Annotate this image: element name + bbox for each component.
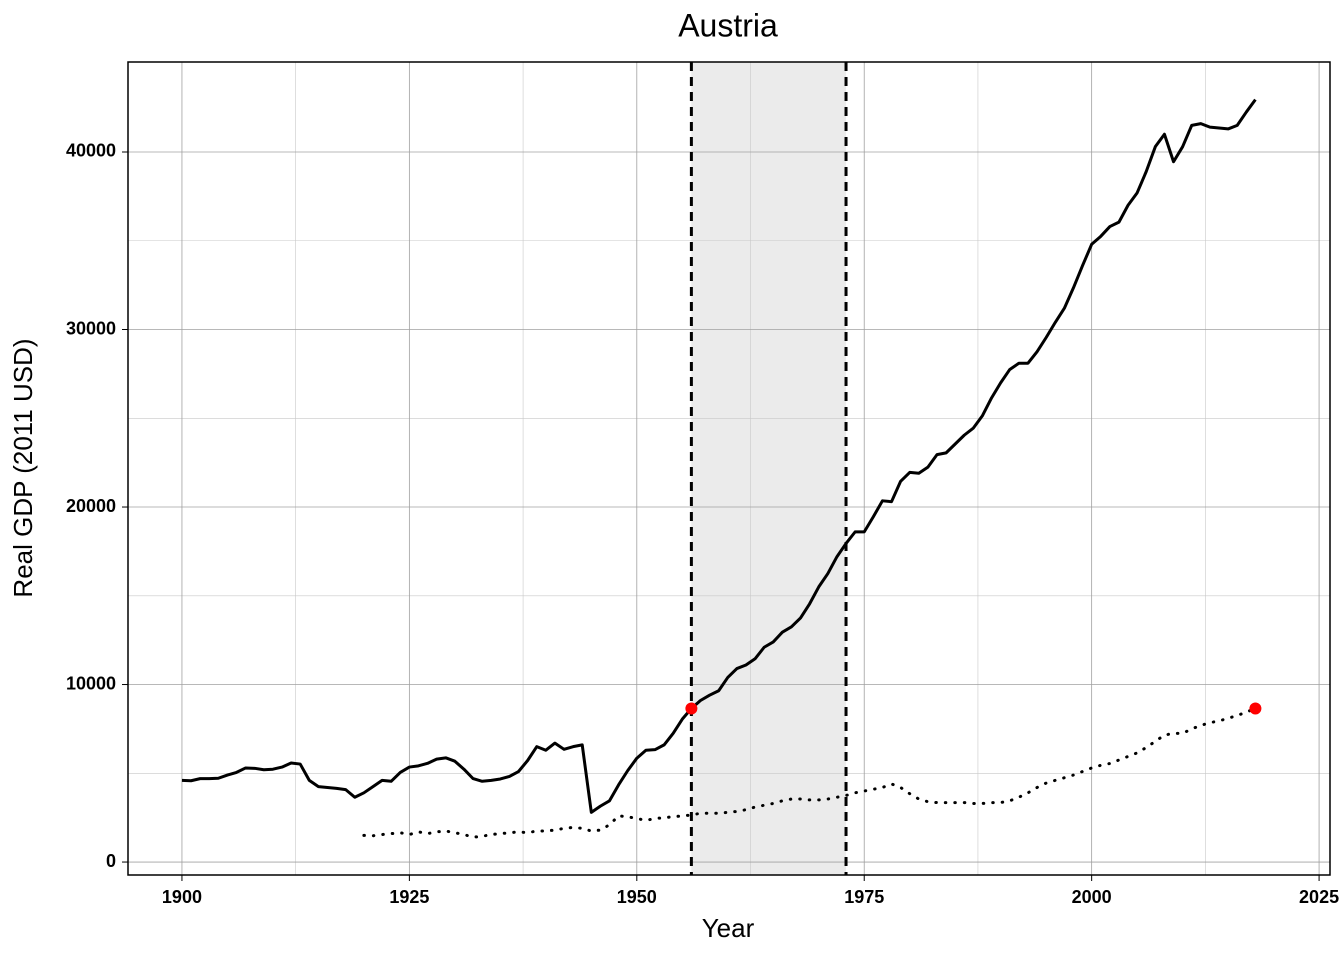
series-line xyxy=(362,706,1257,839)
highlight-point xyxy=(1249,702,1262,715)
x-tick-label: 1925 xyxy=(389,887,429,907)
y-tick-label: 10000 xyxy=(66,673,116,693)
y-tick-label: 40000 xyxy=(66,141,116,161)
chart-title: Austria xyxy=(678,7,778,43)
highlight-point xyxy=(685,702,698,715)
y-tick-label: 20000 xyxy=(66,496,116,516)
y-tick-label: 0 xyxy=(106,851,116,871)
x-tick-label: 1900 xyxy=(162,887,202,907)
x-tick-label: 2025 xyxy=(1299,887,1339,907)
shaded-region xyxy=(691,62,847,875)
x-tick-label: 1950 xyxy=(617,887,657,907)
plot-frame xyxy=(127,61,1331,876)
y-axis-label: Real GDP (2011 USD) xyxy=(8,338,38,597)
x-tick-label: 1975 xyxy=(844,887,884,907)
y-tick-label: 30000 xyxy=(66,318,116,338)
series-line xyxy=(181,98,1257,814)
x-axis-label: Year xyxy=(702,913,755,943)
x-tick-label: 2000 xyxy=(1072,887,1112,907)
